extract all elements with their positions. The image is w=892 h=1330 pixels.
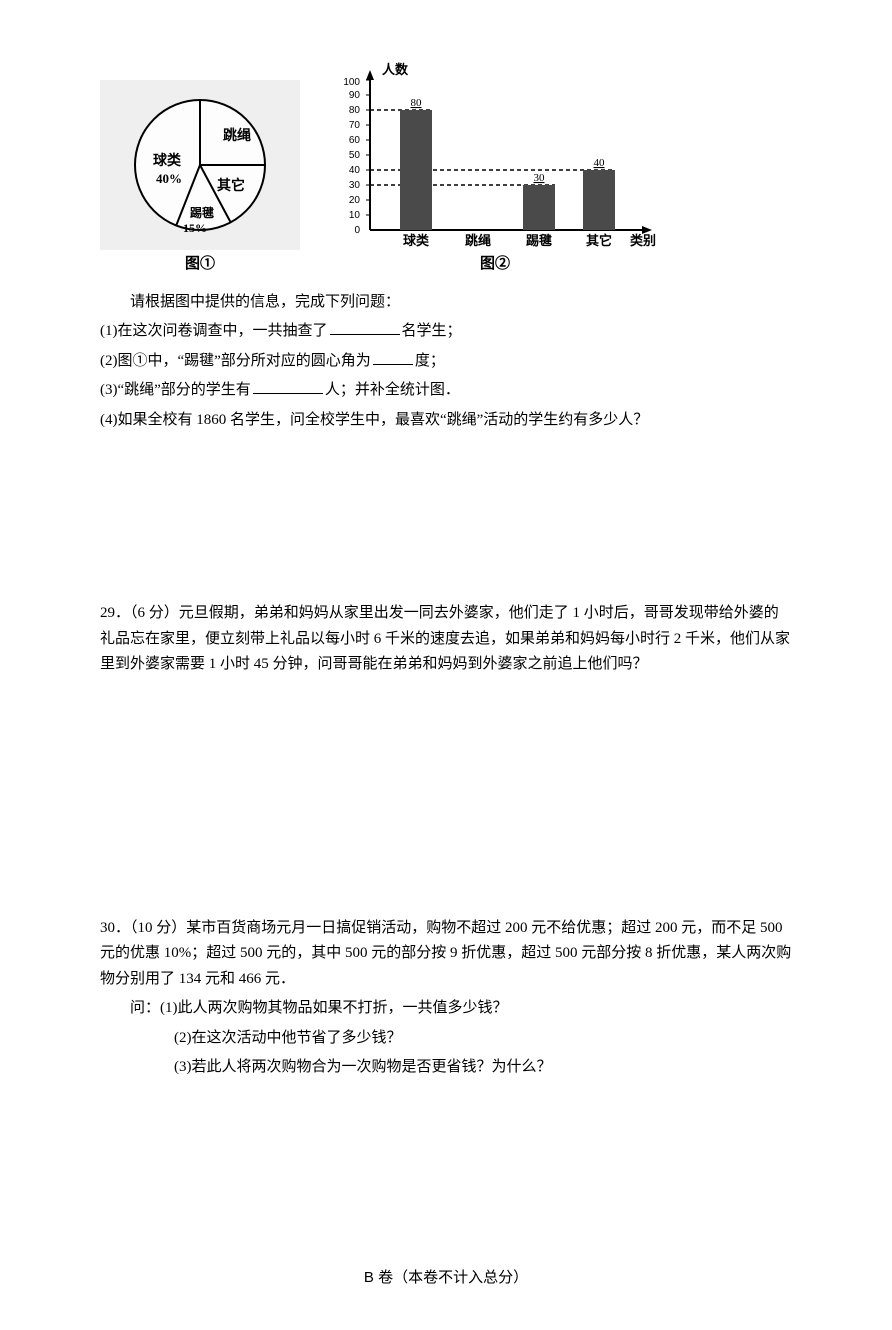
question-3: (3)“跳绳”部分的学生有 人；并补全统计图． — [100, 378, 792, 404]
intro-text: 请根据图中提供的信息，完成下列问题： — [130, 290, 792, 316]
svg-text:30: 30 — [349, 180, 361, 191]
q2-text-a: (2)图①中，“踢毽”部分所对应的圆心角为 — [100, 353, 371, 369]
pie-label-tijian: 踢毽 — [190, 205, 214, 220]
svg-text:70: 70 — [349, 120, 361, 131]
question-30-q2: (2)在这次活动中他节省了多少钱？ — [174, 1026, 792, 1052]
pie-label-qiulei: 球类 — [153, 152, 182, 169]
bar-val-40: 40 — [594, 157, 606, 169]
question-4: (4)如果全校有 1860 名学生，问全校学生中，最喜欢“跳绳”活动的学生约有多… — [100, 408, 792, 434]
pie-label-tiaosheng: 跳绳 — [223, 127, 251, 144]
svg-text:50: 50 — [349, 150, 361, 161]
svg-text:跳绳: 跳绳 — [465, 233, 491, 248]
question-30-q1: 问：(1)此人两次购物其物品如果不打折，一共值多少钱？ — [130, 996, 792, 1022]
bar-chart-block: 0 10 20 30 40 50 60 70 80 90 100 — [330, 60, 660, 278]
x-labels: 球类 跳绳 踢毽 其它 — [403, 233, 612, 248]
pie-caption: 图① — [185, 252, 215, 278]
blank-2[interactable] — [373, 364, 413, 365]
q1-text-b: 名学生； — [402, 323, 462, 339]
question-29: 29．（6 分）元旦假期，弟弟和妈妈从家里出发一同去外婆家，他们走了 1 小时后… — [100, 601, 792, 678]
svg-text:60: 60 — [349, 135, 361, 146]
svg-text:20: 20 — [349, 195, 361, 206]
pie-chart: 跳绳 其它 踢毽 15% 球类 40% — [100, 80, 300, 250]
question-2: (2)图①中，“踢毽”部分所对应的圆心角为 度； — [100, 349, 792, 375]
pie-label-15pct: 15% — [183, 221, 207, 235]
svg-text:80: 80 — [349, 105, 361, 116]
q2-text-b: 度； — [415, 353, 445, 369]
bar-val-30: 30 — [534, 172, 546, 184]
blank-1[interactable] — [330, 334, 400, 335]
question-30-intro: 30．（10 分）某市百货商场元月一日搞促销活动，购物不超过 200 元不给优惠… — [100, 916, 792, 993]
bar-chart: 0 10 20 30 40 50 60 70 80 90 100 — [330, 60, 660, 250]
question-30-q3: (3)若此人将两次购物合为一次购物是否更省钱？为什么？ — [174, 1055, 792, 1081]
svg-text:球类: 球类 — [403, 233, 430, 248]
svg-text:10: 10 — [349, 210, 361, 221]
question-1: (1)在这次问卷调查中，一共抽查了 名学生； — [100, 319, 792, 345]
svg-text:40: 40 — [349, 165, 361, 176]
x-axis-label: 类别 — [630, 233, 656, 248]
q3-text-a: (3)“跳绳”部分的学生有 — [100, 382, 251, 398]
y-axis-label: 人数 — [382, 62, 409, 77]
svg-text:90: 90 — [349, 90, 361, 101]
bar-val-80: 80 — [411, 97, 423, 109]
svg-text:0: 0 — [354, 225, 360, 236]
bar-qiulei — [400, 110, 432, 230]
pie-label-40pct: 40% — [156, 171, 182, 186]
pie-chart-block: 跳绳 其它 踢毽 15% 球类 40% 图① — [100, 80, 300, 278]
svg-text:其它: 其它 — [586, 233, 612, 248]
q1-text-a: (1)在这次问卷调查中，一共抽查了 — [100, 323, 328, 339]
charts-row: 跳绳 其它 踢毽 15% 球类 40% 图① 0 10 20 30 40 50 … — [100, 60, 792, 278]
blank-3[interactable] — [253, 393, 323, 394]
y-ticks: 0 10 20 30 40 50 60 70 80 90 100 — [343, 77, 370, 236]
svg-text:100: 100 — [343, 77, 360, 88]
q3-text-b: 人；并补全统计图． — [325, 382, 460, 398]
bar-tijian — [523, 185, 555, 230]
svg-text:踢毽: 踢毽 — [526, 233, 552, 248]
footer-note: B 卷（本卷不计入总分） — [100, 1265, 792, 1291]
bar-caption: 图② — [480, 252, 510, 278]
bar-qita — [583, 170, 615, 230]
pie-label-qita: 其它 — [217, 177, 245, 194]
